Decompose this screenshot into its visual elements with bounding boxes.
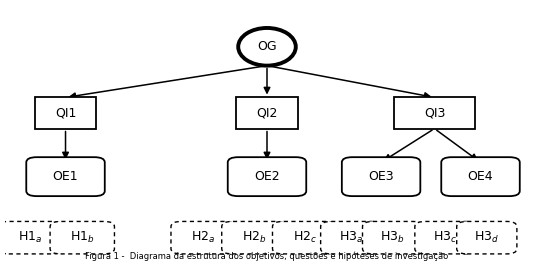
Text: QI3: QI3 [424, 107, 445, 120]
Ellipse shape [238, 28, 296, 66]
Text: H3$_b$: H3$_b$ [380, 230, 405, 245]
FancyBboxPatch shape [457, 222, 517, 254]
FancyBboxPatch shape [342, 157, 420, 196]
FancyBboxPatch shape [50, 222, 114, 254]
Text: QI2: QI2 [256, 107, 278, 120]
FancyBboxPatch shape [320, 222, 381, 254]
Text: H3$_d$: H3$_d$ [474, 230, 499, 245]
FancyBboxPatch shape [235, 98, 299, 129]
Text: QI1: QI1 [55, 107, 76, 120]
FancyBboxPatch shape [227, 157, 306, 196]
Text: OE1: OE1 [53, 170, 78, 183]
Text: OG: OG [257, 40, 277, 53]
Text: H3$_a$: H3$_a$ [339, 230, 363, 245]
FancyBboxPatch shape [441, 157, 520, 196]
FancyBboxPatch shape [26, 157, 105, 196]
Text: OE2: OE2 [254, 170, 280, 183]
FancyBboxPatch shape [272, 222, 337, 254]
FancyBboxPatch shape [0, 222, 62, 254]
Text: H3$_c$: H3$_c$ [433, 230, 457, 245]
FancyBboxPatch shape [394, 98, 475, 129]
FancyBboxPatch shape [35, 98, 96, 129]
Text: OE3: OE3 [368, 170, 394, 183]
Text: Figura 1 -  Diagrama da estrutura dos objetivos, questões e hipóteses de investi: Figura 1 - Diagrama da estrutura dos obj… [85, 251, 449, 261]
Text: OE4: OE4 [468, 170, 493, 183]
FancyBboxPatch shape [363, 222, 423, 254]
Text: H2$_b$: H2$_b$ [241, 230, 266, 245]
Text: H1$_b$: H1$_b$ [70, 230, 95, 245]
Text: H2$_c$: H2$_c$ [293, 230, 317, 245]
Text: H1$_a$: H1$_a$ [18, 230, 43, 245]
FancyBboxPatch shape [222, 222, 286, 254]
FancyBboxPatch shape [171, 222, 235, 254]
Text: H2$_a$: H2$_a$ [191, 230, 215, 245]
FancyBboxPatch shape [415, 222, 475, 254]
